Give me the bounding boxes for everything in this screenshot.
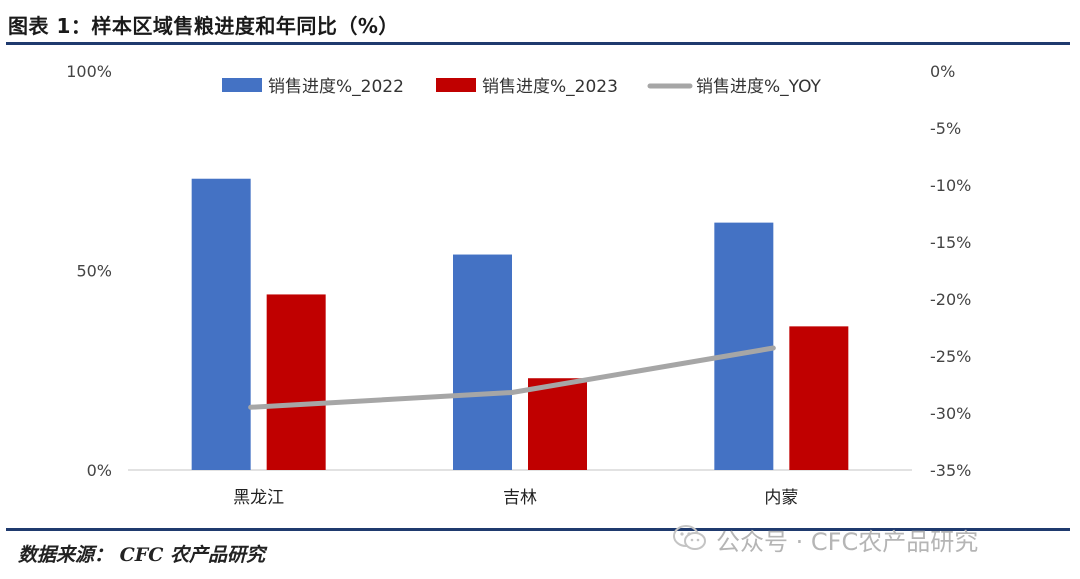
right-tick-label: -10%: [930, 176, 971, 195]
bars: [128, 178, 912, 471]
right-axis: 0% -5% -10% -15% -20% -25% -30% -35%: [930, 62, 971, 480]
right-tick-label: -35%: [930, 461, 971, 480]
bar-2023: [528, 378, 587, 470]
bottom-rule: [6, 528, 1070, 531]
bar-2023: [266, 294, 326, 470]
yoy-line-group: [248, 345, 776, 410]
bar-2022: [714, 222, 774, 470]
right-tick-label: -25%: [930, 347, 971, 366]
chart-title: 图表 1：样本区域售粮进度和年同比（%）: [8, 14, 399, 38]
category-label: 内蒙: [764, 488, 798, 508]
category-labels: 黑龙江 吉林 内蒙: [233, 488, 798, 508]
left-axis: 0% 50% 100%: [66, 62, 112, 480]
source-note: 数据来源： CFC 农产品研究: [18, 544, 265, 566]
left-tick-label: 0%: [87, 461, 112, 480]
legend-swatch: [222, 78, 262, 92]
legend-label: 销售进度%_2023: [482, 77, 618, 97]
wechat-icon: [673, 525, 706, 550]
top-rule: [6, 42, 1070, 45]
watermark: 公众号 · CFC农产品研究: [716, 528, 979, 556]
right-tick-label: -15%: [930, 233, 971, 252]
right-tick-label: 0%: [930, 62, 955, 81]
bar-2023: [789, 326, 849, 470]
legend-label: 销售进度%_YOY: [696, 77, 822, 97]
right-tick-label: -20%: [930, 290, 971, 309]
left-tick-label: 50%: [76, 262, 112, 281]
legend-label: 销售进度%_2022: [268, 77, 404, 97]
legend: 销售进度%_2022 销售进度%_2023 销售进度%_YOY: [222, 77, 822, 97]
bar-2022: [453, 254, 512, 470]
right-tick-label: -5%: [930, 119, 961, 138]
category-label: 黑龙江: [233, 488, 284, 508]
category-label: 吉林: [503, 488, 537, 508]
right-tick-label: -30%: [930, 404, 971, 423]
left-tick-label: 100%: [66, 62, 112, 81]
bar-2022: [191, 178, 251, 471]
legend-swatch: [436, 78, 476, 92]
